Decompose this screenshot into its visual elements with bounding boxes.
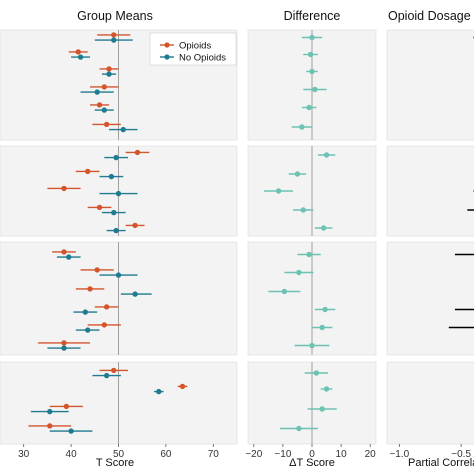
facet-band-4 [386,361,474,445]
data-point [61,345,67,351]
data-point [61,340,67,346]
data-point [275,188,282,194]
data-point [111,37,117,43]
facet-band-3 [386,241,474,356]
legend-label-no-opioids: No Opioids [179,53,226,64]
x-axis-label-partial-correlation: Partial Correla [408,457,474,469]
data-point [101,107,107,113]
data-point [300,207,306,213]
facet-band-2 [386,145,474,237]
data-point [307,51,314,58]
data-point [68,428,74,434]
data-point [120,126,126,133]
x-tick-label: −1.0 [389,449,409,460]
data-point [61,185,67,192]
facet-band-1 [386,29,474,141]
data-point [106,66,112,72]
data-point [103,121,110,128]
data-point [320,225,327,231]
legend-marker-no-opioids [164,54,170,60]
data-point [132,222,138,229]
x-tick-label: 60 [160,449,172,460]
data-point [106,71,112,77]
data-point [313,370,320,376]
x-tick-label: −0.5 [451,449,471,460]
data-point [94,267,100,273]
data-point [306,251,312,258]
data-point [299,124,305,130]
data-point [132,291,138,297]
title-group-means: Group Means [77,9,153,23]
x-tick-label: −20 [245,449,262,460]
data-point [96,204,103,211]
data-point [323,386,330,392]
data-point [113,227,119,234]
data-point [94,89,100,95]
data-point [296,425,302,432]
x-tick-label: 50 [113,449,125,460]
data-point [108,173,115,180]
legend-marker-opioids [164,42,170,48]
title-opioid-dosage: Opioid Dosage [388,9,471,23]
data-point [111,32,117,38]
data-point [309,342,315,349]
data-point [156,388,162,395]
x-tick-label: 30 [18,449,30,460]
x-axis-label-delta-t-score: ΔT Score [289,457,335,469]
data-point [103,304,110,310]
x-axis-label-t-score: T Score [96,457,134,469]
data-point [101,84,107,90]
legend-label-opioids: Opioids [179,41,211,52]
data-point [84,168,91,175]
x-tick-label: 20 [365,449,377,460]
data-point [66,254,72,260]
data-point [296,269,302,276]
data-point [323,152,330,158]
data-point [134,149,141,156]
data-point [61,249,67,255]
data-point [103,372,110,379]
data-point [309,34,315,41]
title-difference: Difference [284,9,341,23]
data-point [101,322,107,328]
data-point [47,408,53,415]
data-point [306,104,312,111]
data-point [115,190,122,197]
data-point [75,49,81,55]
data-point [111,367,117,374]
data-point [84,327,91,333]
data-point [87,286,93,292]
data-point [77,54,84,60]
data-point [309,68,315,75]
data-point [115,272,122,278]
x-tick-label: −10 [274,449,291,460]
data-point [63,403,70,410]
data-point [179,383,186,390]
legend-box [149,32,237,66]
data-point [294,171,301,177]
data-point [82,309,89,315]
data-point [96,102,103,108]
legend: Opioids No Opioids [149,32,237,66]
panel-opioid-dosage: Opioid Dosage C −1.0−0.50.0 [386,9,474,460]
data-point [319,324,325,331]
x-tick-label: 0 [309,449,315,460]
data-point [113,154,119,161]
data-point [319,406,325,412]
data-point [312,86,318,93]
x-tick-label: 40 [66,449,78,460]
x-tick-label: 70 [208,449,220,460]
x-tick-label: 10 [336,449,348,460]
data-point [322,306,328,313]
data-point [47,423,53,429]
data-point [281,288,288,295]
data-point [111,209,117,216]
